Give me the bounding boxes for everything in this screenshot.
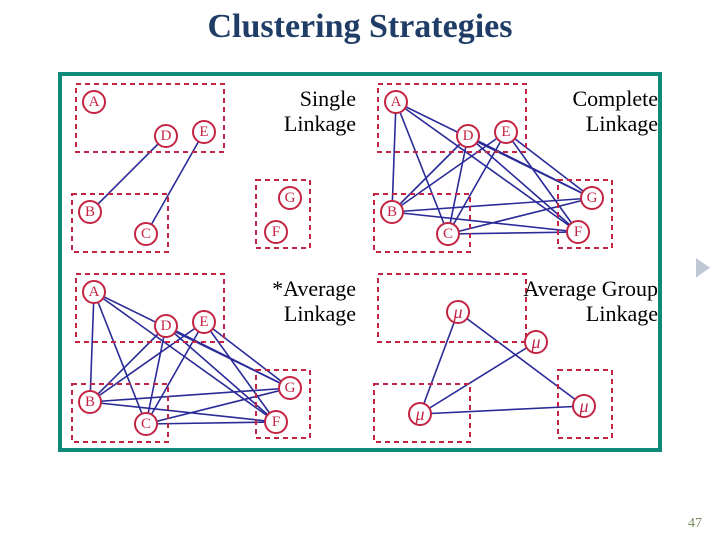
svg-text:A: A bbox=[391, 94, 402, 110]
panel-label-single: Single Linkage bbox=[208, 86, 356, 137]
svg-text:G: G bbox=[285, 380, 296, 396]
svg-text:B: B bbox=[85, 204, 95, 220]
svg-text:B: B bbox=[387, 204, 397, 220]
svg-text:G: G bbox=[587, 190, 598, 206]
svg-text:μ: μ bbox=[578, 396, 588, 416]
svg-text:F: F bbox=[574, 224, 582, 240]
svg-text:F: F bbox=[272, 414, 280, 430]
svg-text:C: C bbox=[141, 416, 151, 432]
svg-text:C: C bbox=[443, 226, 453, 242]
svg-text:C: C bbox=[141, 226, 151, 242]
panel-label-average: *Average Linkage bbox=[208, 276, 356, 327]
svg-text:A: A bbox=[89, 94, 100, 110]
slide-number: 47 bbox=[688, 516, 702, 532]
svg-text:μ: μ bbox=[530, 332, 540, 352]
svg-text:D: D bbox=[463, 128, 474, 144]
svg-text:μ: μ bbox=[452, 302, 462, 322]
svg-text:B: B bbox=[85, 394, 95, 410]
nav-triangle-icon bbox=[696, 258, 712, 280]
svg-text:μ: μ bbox=[414, 404, 424, 424]
diagram-svg: ADEBCGFADEBCGFADEBCGFμμμμ bbox=[0, 0, 720, 540]
panel-label-group: Average Group Linkage bbox=[510, 276, 658, 327]
svg-text:G: G bbox=[285, 190, 296, 206]
svg-text:A: A bbox=[89, 284, 100, 300]
svg-text:D: D bbox=[161, 128, 172, 144]
panel-label-complete: Complete Linkage bbox=[510, 86, 658, 137]
svg-text:F: F bbox=[272, 224, 280, 240]
svg-text:D: D bbox=[161, 318, 172, 334]
